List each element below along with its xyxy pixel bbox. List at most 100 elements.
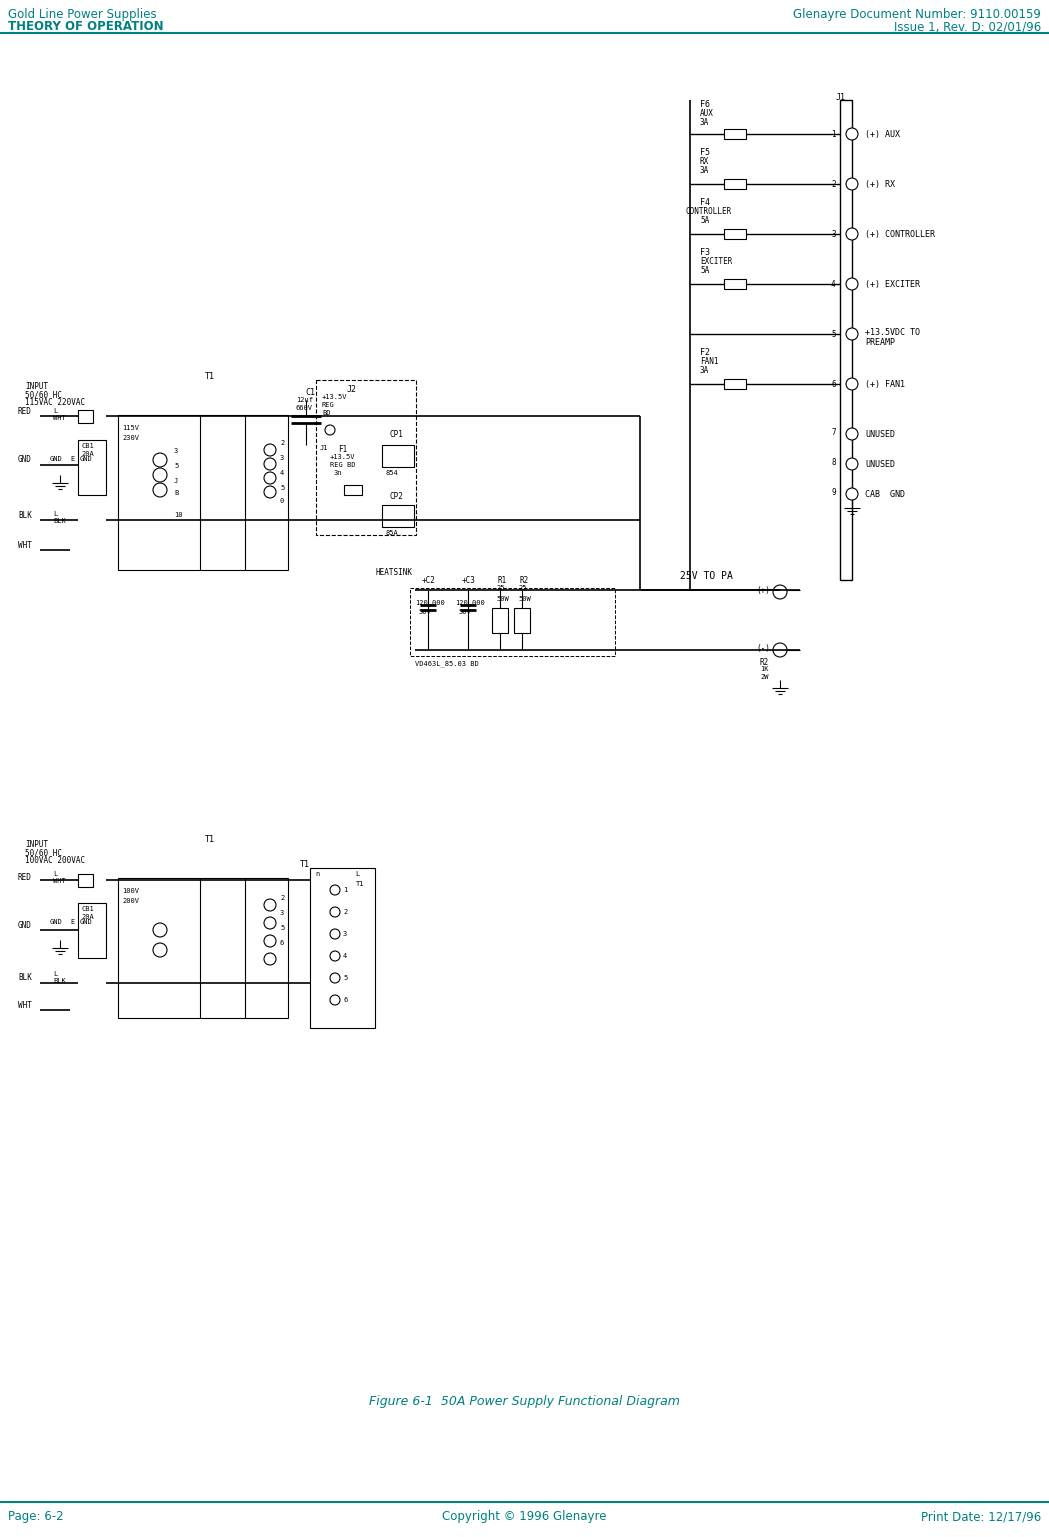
Circle shape	[264, 953, 276, 965]
Circle shape	[153, 924, 167, 938]
Text: 10: 10	[174, 512, 183, 518]
Circle shape	[153, 453, 167, 467]
Text: 115V: 115V	[122, 426, 140, 430]
Text: +13.5VDC TO: +13.5VDC TO	[865, 327, 920, 337]
Text: AUX: AUX	[700, 109, 714, 118]
Circle shape	[264, 899, 276, 911]
Text: Issue 1, Rev. D: 02/01/96: Issue 1, Rev. D: 02/01/96	[894, 20, 1041, 32]
Bar	[344, 486, 362, 495]
Circle shape	[773, 586, 787, 599]
Circle shape	[845, 327, 858, 340]
Text: 5: 5	[174, 463, 178, 469]
Text: WHT: WHT	[53, 878, 66, 884]
Text: GND: GND	[80, 456, 92, 463]
Text: T1: T1	[300, 861, 311, 868]
Text: Figure 6-1  50A Power Supply Functional Diagram: Figure 6-1 50A Power Supply Functional D…	[368, 1396, 680, 1408]
Text: L: L	[53, 871, 58, 878]
Text: L: L	[53, 407, 58, 413]
Text: 25V TO PA: 25V TO PA	[680, 572, 733, 581]
Bar	[78, 904, 106, 958]
Circle shape	[845, 378, 858, 390]
Text: 20A: 20A	[81, 450, 93, 456]
Text: 50V: 50V	[418, 609, 431, 615]
Text: 230V: 230V	[122, 435, 140, 441]
Text: THEORY OF OPERATION: THEORY OF OPERATION	[8, 20, 164, 32]
Bar	[492, 609, 508, 633]
Text: GND: GND	[80, 919, 92, 925]
Text: 2: 2	[280, 895, 284, 901]
Bar	[382, 446, 414, 467]
Text: REG: REG	[322, 403, 335, 407]
Text: 50V: 50V	[458, 609, 471, 615]
Text: GND: GND	[18, 921, 31, 930]
Text: 6: 6	[343, 998, 347, 1004]
Circle shape	[153, 483, 167, 496]
Text: 1: 1	[343, 887, 347, 893]
Text: CB1: CB1	[81, 443, 93, 449]
Text: +C2: +C2	[422, 576, 436, 586]
Text: CONTROLLER: CONTROLLER	[685, 207, 731, 217]
Text: 25: 25	[518, 586, 527, 592]
Text: 7: 7	[831, 427, 836, 437]
Circle shape	[845, 178, 858, 191]
Text: J1: J1	[836, 94, 845, 101]
Text: J2: J2	[347, 384, 357, 393]
Text: R2: R2	[759, 658, 769, 667]
Text: BD: BD	[322, 410, 330, 417]
Text: 5: 5	[280, 486, 284, 490]
Text: GND: GND	[50, 456, 63, 463]
Text: VD463L_85.03 BD: VD463L_85.03 BD	[415, 659, 478, 667]
Text: WHT: WHT	[53, 415, 66, 421]
Bar	[78, 875, 93, 887]
Text: 3A: 3A	[700, 118, 709, 128]
Circle shape	[773, 642, 787, 656]
Text: +13.5V: +13.5V	[322, 393, 347, 400]
Text: 4: 4	[280, 470, 284, 476]
Circle shape	[845, 278, 858, 290]
Circle shape	[325, 426, 335, 435]
Bar	[117, 878, 288, 1017]
Text: 25: 25	[496, 586, 505, 592]
Text: 3A: 3A	[700, 366, 709, 375]
Bar	[724, 178, 746, 189]
Text: Glenayre Document Number: 9110.00159: Glenayre Document Number: 9110.00159	[793, 8, 1041, 22]
Text: CB1: CB1	[81, 905, 93, 911]
Text: 5: 5	[280, 925, 284, 931]
Text: B: B	[174, 490, 178, 496]
Text: 5: 5	[343, 974, 347, 981]
Text: (+) CONTROLLER: (+) CONTROLLER	[865, 231, 935, 238]
Bar	[724, 380, 746, 389]
Text: 2: 2	[280, 440, 284, 446]
Text: 100V: 100V	[122, 888, 140, 895]
Text: F1: F1	[338, 446, 347, 453]
Text: 85A: 85A	[385, 530, 398, 536]
Circle shape	[330, 951, 340, 961]
Text: 6: 6	[831, 380, 836, 389]
Bar	[117, 415, 288, 570]
Text: FAN1: FAN1	[700, 357, 719, 366]
Text: F4: F4	[700, 198, 710, 207]
Bar	[724, 280, 746, 289]
Text: 2: 2	[343, 908, 347, 915]
Circle shape	[264, 918, 276, 928]
Text: 3A: 3A	[700, 166, 709, 175]
Text: F6: F6	[700, 100, 710, 109]
Text: CP1: CP1	[390, 430, 404, 440]
Text: L: L	[53, 971, 58, 978]
Circle shape	[330, 973, 340, 984]
Text: R2: R2	[520, 576, 530, 586]
Circle shape	[330, 928, 340, 939]
Text: n: n	[315, 871, 319, 878]
Text: RED: RED	[18, 407, 31, 417]
Text: J: J	[174, 478, 178, 484]
Text: 115VAC 220VAC: 115VAC 220VAC	[25, 398, 85, 407]
Circle shape	[153, 467, 167, 483]
Text: 3: 3	[343, 931, 347, 938]
Circle shape	[330, 907, 340, 918]
Bar	[724, 129, 746, 138]
Text: CAB  GND: CAB GND	[865, 490, 905, 500]
Text: PREAMP: PREAMP	[865, 338, 895, 347]
Text: INPUT: INPUT	[25, 383, 48, 390]
Circle shape	[845, 227, 858, 240]
Text: 0: 0	[280, 498, 284, 504]
